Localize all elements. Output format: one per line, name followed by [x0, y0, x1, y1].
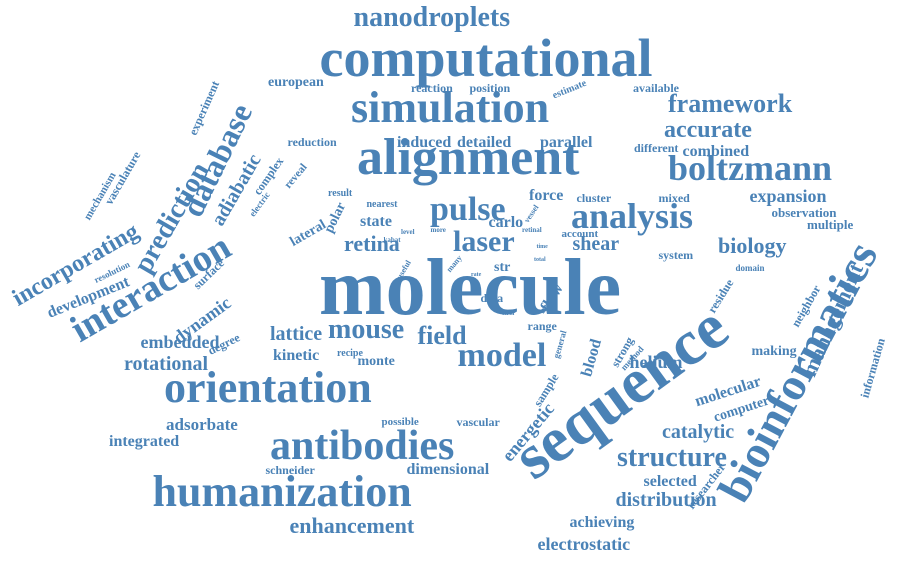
- word-information: information: [856, 336, 888, 400]
- word-system: system: [658, 248, 694, 262]
- word-general: general: [550, 328, 569, 359]
- word-framework: framework: [668, 89, 793, 118]
- word-level: level: [401, 227, 415, 236]
- word-available: available: [633, 81, 680, 95]
- word-mixed: mixed: [658, 191, 690, 205]
- word-rate: rate: [471, 272, 482, 278]
- word-enhancement: enhancement: [289, 513, 415, 538]
- word-biology: biology: [718, 233, 787, 258]
- word-different: different: [634, 141, 679, 155]
- word-result: result: [328, 188, 353, 199]
- word-cluster: cluster: [576, 191, 612, 205]
- word-electric: electric: [247, 189, 272, 218]
- word-term: term: [502, 311, 515, 317]
- word-force: force: [529, 187, 564, 204]
- word-account: account: [561, 227, 599, 240]
- word-parallel: parallel: [540, 134, 593, 151]
- word-detailed: detailed: [457, 134, 512, 151]
- word-european: european: [268, 75, 324, 90]
- word-observation: observation: [771, 204, 837, 220]
- word-analysis: analysis: [571, 196, 694, 236]
- word-pulse: pulse: [430, 191, 506, 228]
- word-retinal: retinal: [522, 225, 542, 234]
- word-expansion: expansion: [749, 186, 827, 206]
- word-embedded: embedded: [140, 332, 220, 352]
- word-molecule: molecule: [319, 244, 622, 332]
- word-shear: shear: [572, 233, 620, 255]
- word-catalytic: catalytic: [662, 421, 735, 443]
- word-achieving: achieving: [569, 514, 635, 531]
- word-making: making: [751, 344, 797, 359]
- word-recipe: recipe: [337, 348, 363, 359]
- word-str: str: [494, 260, 511, 275]
- word-helium: helium: [629, 352, 683, 372]
- word-selected: selected: [643, 473, 697, 490]
- word-lattice: lattice: [270, 323, 323, 345]
- word-nearest: nearest: [366, 199, 398, 210]
- word-state: state: [360, 213, 392, 230]
- word-combined: combined: [682, 143, 750, 160]
- word-adsorbate: adsorbate: [166, 414, 238, 434]
- word-electrostatic: electrostatic: [537, 534, 631, 554]
- word-laser: laser: [453, 225, 515, 258]
- word-multiple: multiple: [807, 216, 854, 232]
- word-possible: possible: [381, 415, 419, 428]
- word-time: time: [536, 244, 548, 250]
- word-accurate: accurate: [664, 117, 752, 143]
- word-antibodies: antibodies: [270, 423, 455, 469]
- word-vessel: vessel: [522, 203, 541, 225]
- word-structure: structure: [617, 442, 727, 473]
- word-vascular: vascular: [456, 415, 500, 429]
- word-simulation: simulation: [351, 83, 550, 132]
- word-rotational: rotational: [124, 353, 209, 375]
- word-distribution: distribution: [615, 489, 717, 511]
- word-schneider: schneider: [265, 463, 315, 477]
- word-integrated: integrated: [109, 433, 180, 450]
- word-retina: retina: [344, 231, 400, 256]
- word-computational: computational: [319, 28, 653, 88]
- word-mouse: mouse: [328, 314, 405, 345]
- word-range: range: [527, 319, 557, 333]
- word-boltzmann: boltzmann: [668, 148, 833, 188]
- word-kinetic: kinetic: [273, 347, 320, 364]
- word-monte: monte: [357, 354, 395, 369]
- word-induced: induced: [397, 134, 452, 151]
- word-reduction: reduction: [287, 135, 337, 149]
- word-residue: residue: [704, 276, 736, 316]
- word-reaction: reaction: [411, 81, 453, 95]
- word-domain: domain: [735, 262, 765, 273]
- word-orientation: orientation: [164, 363, 372, 412]
- word-reveal: reveal: [281, 160, 310, 191]
- word-position: position: [469, 81, 511, 95]
- word-more: more: [430, 225, 446, 234]
- word-dimensional: dimensional: [406, 461, 490, 478]
- word-alignment: alignment: [357, 129, 580, 186]
- word-total: total: [534, 257, 546, 263]
- word-model: model: [457, 337, 547, 374]
- word-kabat: kabat: [383, 235, 401, 244]
- word-carlo: carlo: [488, 214, 524, 231]
- word-nanodroplets: nanodroplets: [353, 2, 511, 33]
- word-field: field: [417, 321, 467, 350]
- word-data: data: [480, 291, 504, 305]
- word-humanization: humanization: [152, 467, 412, 516]
